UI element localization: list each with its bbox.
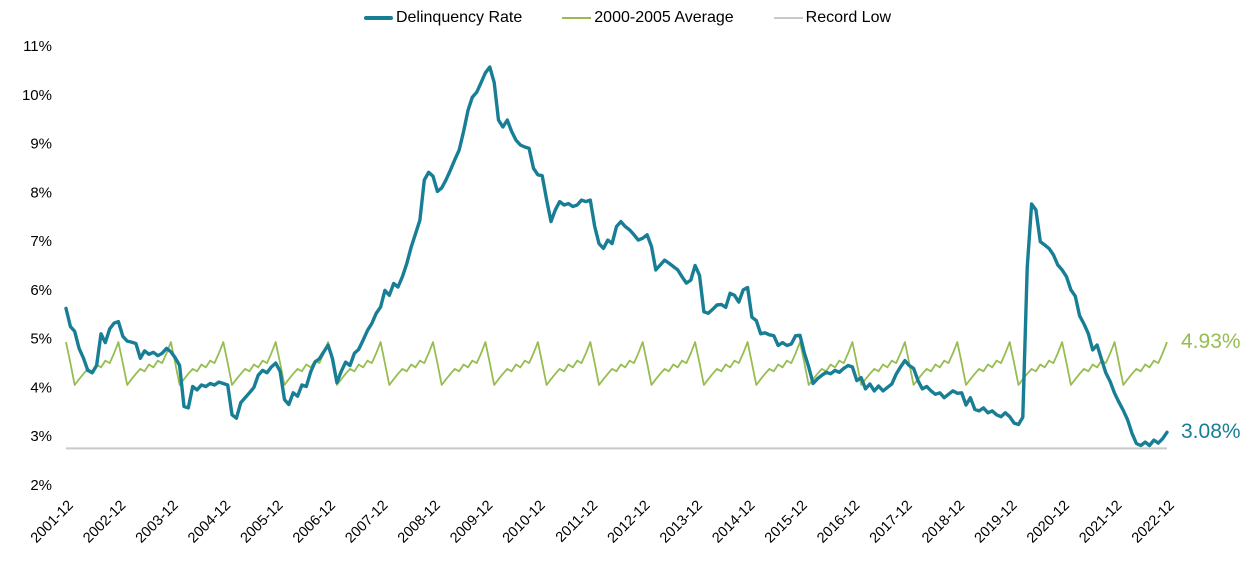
x-axis-label: 2011-12 [553,498,601,546]
legend-label-average: 2000-2005 Average [594,9,734,26]
x-axis-label: 2006-12 [290,498,339,547]
x-axis-label: 2018-12 [919,498,968,547]
x-axis-label: 2020-12 [1024,498,1073,547]
y-axis-label: 2% [30,477,52,494]
x-axis-label: 2021-12 [1076,498,1125,547]
delinquency-rate-line-swatch-icon [363,16,393,20]
x-axis-label: 2007-12 [342,498,391,547]
x-axis-label: 2012-12 [605,498,654,547]
y-axis-label: 5% [30,331,52,348]
legend-label-delinquency-rate: Delinquency Rate [395,9,523,26]
x-axis-label: 2004-12 [185,498,234,547]
legend-item-record-low: Record Low [773,9,892,27]
x-axis-label: 2010-12 [500,498,549,547]
x-axis-label: 2001-12 [28,498,77,547]
legend-item-delinquency-rate: Delinquency Rate [363,9,523,27]
y-axis-label: 10% [22,87,52,104]
x-axis-label: 2002-12 [80,498,129,547]
x-axis-label: 2005-12 [238,498,287,547]
record-low-line-swatch-icon [773,17,803,19]
x-axis-label: 2019-12 [972,498,1021,547]
delinquency-rate-line [64,65,1169,448]
y-axis-label: 11% [23,38,52,55]
legend: Delinquency Rate 2000-2005 Average Recor… [0,9,1255,27]
y-axis-label: 9% [30,136,52,153]
y-axis-label: 6% [30,282,52,299]
x-axis-label: 2016-12 [814,498,863,547]
y-axis-label: 3% [30,428,52,445]
x-axis-label: 2022-12 [1129,498,1178,547]
y-axis-label: 8% [30,184,52,201]
delinquency-end-value-label: 3.08% [1181,420,1241,443]
x-axis-label: 2009-12 [447,498,496,547]
legend-item-average: 2000-2005 Average [562,9,734,27]
x-axis-label: 2017-12 [867,498,916,547]
x-axis-label: 2013-12 [657,498,706,547]
x-axis-label: 2003-12 [133,498,182,547]
legend-label-record-low: Record Low [805,9,892,26]
x-axis-label: 2015-12 [762,498,811,547]
x-axis-label: 2014-12 [709,498,758,547]
average-line [65,341,1168,386]
average-end-value-label: 4.93% [1181,330,1241,353]
y-axis-label: 7% [30,233,52,250]
average-line-swatch-icon [562,17,592,19]
x-axis-label: 2008-12 [395,498,444,547]
y-axis-label: 4% [30,379,52,396]
